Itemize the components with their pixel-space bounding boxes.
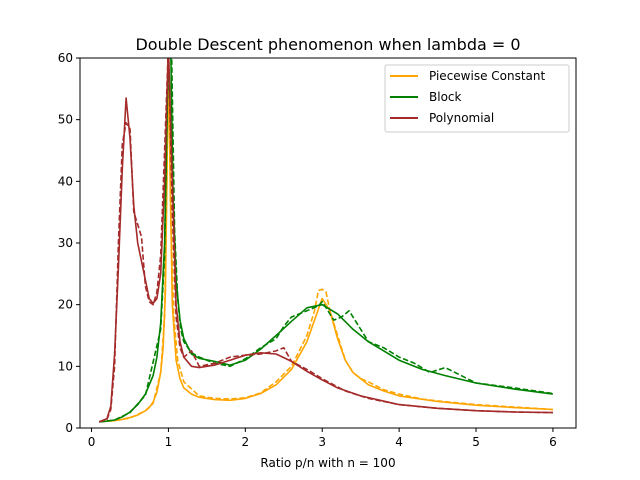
series-line-piecewise-constant [99, 58, 553, 423]
x-tick-label: 1 [165, 435, 173, 449]
series-line-dashed-polynomial [98, 58, 553, 423]
x-tick-label: 0 [88, 435, 96, 449]
y-tick-label: 40 [58, 174, 73, 188]
x-tick-label: 5 [472, 435, 480, 449]
legend-label-piecewise-constant: Piecewise Constant [429, 69, 546, 83]
legend-label-block: Block [429, 90, 462, 104]
legend-box [384, 64, 570, 133]
chart-title: Double Descent phenomenon when lambda = … [135, 35, 520, 54]
y-tick-label: 60 [58, 51, 73, 65]
series-line-polynomial [98, 58, 553, 423]
x-axis-label: Ratio p/n with n = 100 [260, 456, 395, 470]
legend: Piecewise Constant Block Polynomial [384, 64, 570, 133]
y-tick-label: 30 [58, 236, 73, 250]
legend-label-polynomial: Polynomial [429, 111, 494, 125]
y-tick-label: 10 [58, 359, 73, 373]
y-axis: 0 10 20 30 40 50 60 [58, 51, 80, 435]
series-layer [98, 58, 554, 423]
y-tick-label: 20 [58, 298, 73, 312]
x-tick-label: 3 [318, 435, 326, 449]
x-axis: 0 1 2 3 4 5 6 [88, 428, 557, 449]
series-line-dashed-block [99, 58, 554, 423]
x-tick-label: 2 [242, 435, 250, 449]
y-tick-label: 50 [58, 113, 73, 127]
series-line-block [99, 58, 554, 423]
y-tick-label: 0 [65, 421, 73, 435]
x-tick-label: 6 [549, 435, 557, 449]
x-tick-label: 4 [395, 435, 403, 449]
